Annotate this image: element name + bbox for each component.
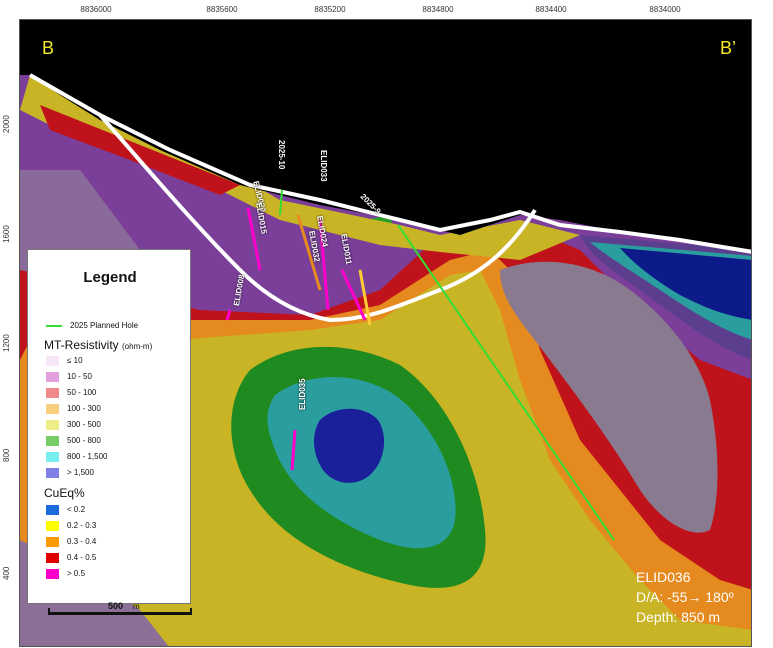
legend-swatch <box>46 388 59 398</box>
resistivity-lobe-gray <box>500 261 718 533</box>
legend-swatch <box>46 356 59 366</box>
scale-unit: m <box>133 602 140 611</box>
drill-trace-elid035 <box>290 429 297 471</box>
legend-swatch <box>46 372 59 382</box>
easting-tick: 8834800 <box>422 5 454 14</box>
elevation-tick: 1200 <box>2 334 11 352</box>
legend-item-label: 0.3 - 0.4 <box>67 537 97 546</box>
legend-swatch <box>46 505 59 515</box>
easting-tick: 8834000 <box>649 5 681 14</box>
annotation-depth: Depth: 850 m <box>636 609 721 625</box>
pit-shell-outline <box>98 113 537 323</box>
drill-hole-label: 2025-10 <box>277 140 286 170</box>
legend-panel: Legend 2025 Planned Hole MT-Resistivity … <box>27 249 191 604</box>
resistivity-heading: MT-Resistivity (ohm-m) <box>44 338 152 352</box>
legend-item-label: 100 - 300 <box>67 404 101 413</box>
section-end-label: B’ <box>720 38 737 58</box>
annotation-dip-azimuth: D/A: -55→ 180º <box>636 589 734 605</box>
easting-tick: 8834400 <box>535 5 567 14</box>
resistivity-core-blue-right <box>620 248 751 320</box>
topography-line <box>29 73 751 254</box>
legend-swatch <box>46 436 59 446</box>
legend-item-label: 0.2 - 0.3 <box>67 521 97 530</box>
drill-trace-elid011b <box>358 269 372 326</box>
sky <box>20 20 751 250</box>
legend-item-label: < 0.2 <box>67 505 86 514</box>
legend-item-label: 50 - 100 <box>67 388 97 397</box>
drill-hole-label: ELID033 <box>319 150 328 182</box>
legend-swatch <box>46 521 59 531</box>
legend-item-label: > 1,500 <box>67 468 94 477</box>
legend-swatch <box>46 404 59 414</box>
legend-item-label: 800 - 1,500 <box>67 452 108 461</box>
planned-hole-swatch <box>46 325 62 327</box>
legend-item-label: ≤ 10 <box>67 356 83 365</box>
easting-tick: 8835600 <box>206 5 238 14</box>
drill-hole-label: ELID035 <box>298 378 307 410</box>
legend-item-label: 500 - 800 <box>67 436 101 445</box>
resistivity-core-blue <box>314 408 385 483</box>
elevation-tick: 1600 <box>2 225 11 243</box>
scale-bar-tick <box>190 608 192 615</box>
elevation-tick: 2000 <box>2 115 11 133</box>
drill-trace-elid024 <box>296 214 322 291</box>
legend-swatch <box>46 452 59 462</box>
elevation-tick: 400 <box>2 566 11 580</box>
resistivity-title: MT-Resistivity <box>44 338 119 352</box>
legend-item-label: 2025 Planned Hole <box>70 321 139 330</box>
scale-bar <box>48 608 192 615</box>
scale-bar-line <box>48 612 192 615</box>
scale-bar-tick <box>48 608 50 615</box>
legend-swatch <box>46 420 59 430</box>
resistivity-unit: (ohm-m) <box>122 342 153 351</box>
easting-tick: 8836000 <box>80 5 112 14</box>
drill-trace-elid008 <box>225 309 232 321</box>
legend-swatch <box>46 569 59 579</box>
legend-item-label: 300 - 500 <box>67 420 101 429</box>
section-start-label: B <box>42 38 55 58</box>
elevation-tick: 800 <box>2 448 11 462</box>
drill-hole-traces <box>225 207 372 471</box>
easting-tick: 8835200 <box>314 5 346 14</box>
annotation-hole-id: ELID036 <box>636 569 691 585</box>
drill-trace-elid011 <box>340 269 367 321</box>
planned-hole-2025-10 <box>279 189 283 216</box>
legend-swatch <box>46 553 59 563</box>
resistivity-band-near-surface-red <box>40 105 240 195</box>
legend-swatch <box>46 537 59 547</box>
planned-hole-annotation: ELID036 D/A: -55→ 180º Depth: 850 m <box>636 567 734 627</box>
cueq-heading: CuEq% <box>44 486 85 500</box>
planned-hole-elid036 <box>397 224 615 541</box>
legend-item-label: 10 - 50 <box>67 372 92 381</box>
drill-trace-elid032 <box>318 219 330 311</box>
legend-title: Legend <box>83 269 137 286</box>
scale-value: 500 <box>108 601 124 611</box>
drill-trace-elid015 <box>246 207 262 271</box>
legend-item-label: 0.4 - 0.5 <box>67 553 97 562</box>
legend-item-label: > 0.5 <box>67 569 86 578</box>
legend-swatch <box>46 468 59 478</box>
